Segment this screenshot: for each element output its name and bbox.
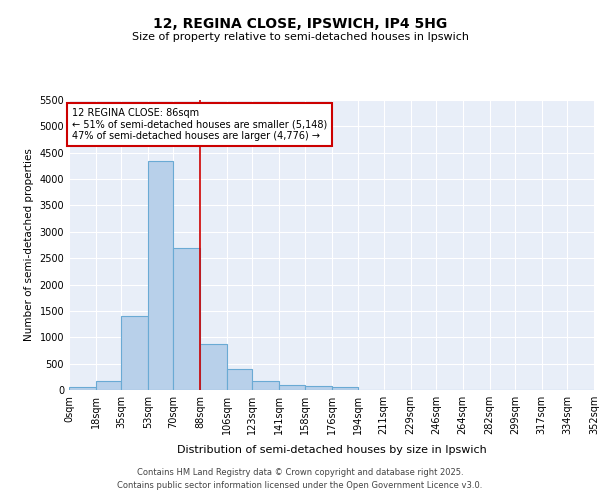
Text: 12 REGINA CLOSE: 86sqm
← 51% of semi-detached houses are smaller (5,148)
47% of : 12 REGINA CLOSE: 86sqm ← 51% of semi-det…: [72, 108, 327, 141]
Bar: [331, 388, 358, 390]
Bar: [173, 248, 200, 390]
Text: Contains HM Land Registry data © Crown copyright and database right 2025.: Contains HM Land Registry data © Crown c…: [137, 468, 463, 477]
Bar: [69, 388, 96, 390]
Bar: [305, 386, 332, 390]
Bar: [96, 381, 121, 390]
Bar: [200, 344, 227, 390]
Bar: [279, 384, 305, 390]
Bar: [253, 381, 279, 390]
Y-axis label: Number of semi-detached properties: Number of semi-detached properties: [24, 148, 34, 342]
X-axis label: Distribution of semi-detached houses by size in Ipswich: Distribution of semi-detached houses by …: [176, 446, 487, 456]
Bar: [148, 160, 173, 390]
Text: Size of property relative to semi-detached houses in Ipswich: Size of property relative to semi-detach…: [131, 32, 469, 42]
Text: Contains public sector information licensed under the Open Government Licence v3: Contains public sector information licen…: [118, 480, 482, 490]
Bar: [121, 316, 148, 390]
Text: 12, REGINA CLOSE, IPSWICH, IP4 5HG: 12, REGINA CLOSE, IPSWICH, IP4 5HG: [153, 18, 447, 32]
Bar: [227, 369, 253, 390]
